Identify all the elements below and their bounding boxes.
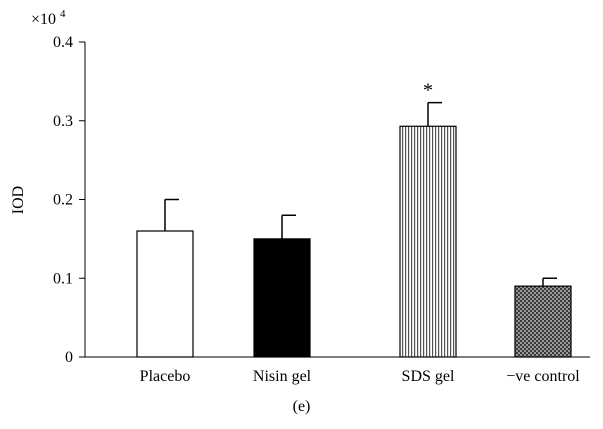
y-multiplier-exponent: 4	[60, 8, 66, 20]
y-tick-label: 0.4	[53, 34, 73, 51]
bar	[253, 238, 311, 358]
bar	[514, 285, 572, 358]
y-axis-label: IOD	[10, 186, 27, 214]
y-multiplier: ×10 4	[31, 8, 66, 28]
x-tick-label: Placebo	[140, 368, 191, 385]
y-tick-label: 0	[65, 349, 73, 366]
significance-marker: *	[423, 80, 433, 102]
y-tick-label: 0.2	[53, 192, 73, 209]
bar	[136, 230, 194, 358]
x-tick-labels: Placebo Nisin gel SDS gel −ve control	[140, 368, 581, 385]
y-multiplier-base: ×10	[31, 11, 56, 28]
y-tick-label: 0.1	[53, 270, 73, 287]
x-tick-label: −ve control	[506, 368, 580, 385]
x-tick-label: SDS gel	[402, 368, 455, 385]
y-tick-label: 0.3	[53, 113, 73, 130]
bar	[399, 125, 457, 358]
x-tick-label: Nisin gel	[253, 368, 312, 385]
figure-caption: (e)	[292, 398, 311, 415]
bars: *	[136, 80, 572, 358]
y-ticks: 0 0.1 0.2 0.3 0.4	[53, 34, 85, 366]
